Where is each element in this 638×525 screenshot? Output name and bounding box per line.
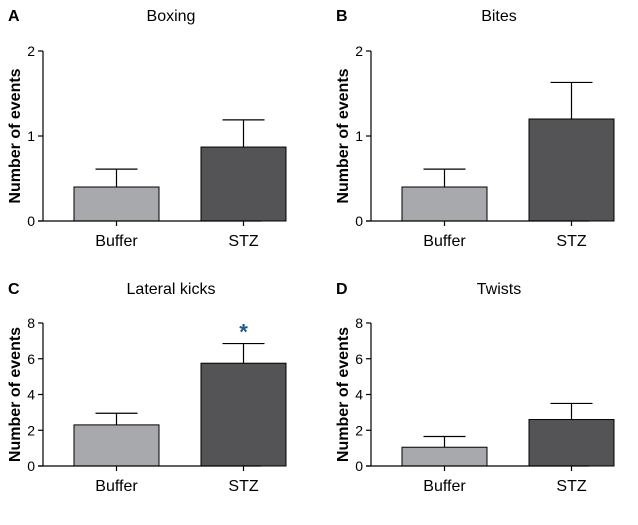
y-tick-label: 0 <box>355 213 363 229</box>
x-tick-label: Buffer <box>95 233 138 250</box>
y-tick-label: 2 <box>27 422 35 438</box>
bar-buffer <box>73 186 160 222</box>
chart-title: Lateral kicks <box>127 281 216 298</box>
y-tick-label: 4 <box>27 387 35 403</box>
y-axis-label: Number of events <box>7 68 24 203</box>
bar-buffer <box>401 446 488 467</box>
x-tick-label: STZ <box>228 478 258 495</box>
x-tick-label: STZ <box>556 233 586 250</box>
chart-panel-d: D Twists Number of events Buffer STZ 0 2 4 6 8 <box>335 281 615 495</box>
y-tick-label: 6 <box>27 351 35 367</box>
y-tick-label: 0 <box>355 458 363 474</box>
y-tick-label: 2 <box>355 422 363 438</box>
bar-stz <box>528 419 615 467</box>
y-tick-label: 1 <box>355 128 363 144</box>
bar-buffer <box>401 186 488 222</box>
bar-buffer <box>73 424 160 467</box>
significance-marker: * <box>239 320 248 345</box>
y-tick-label: 2 <box>27 43 35 59</box>
chart-title: Twists <box>477 281 521 298</box>
y-tick-label: 4 <box>355 387 363 403</box>
y-tick-label: 0 <box>27 213 35 229</box>
chart-title: Boxing <box>147 8 196 25</box>
bar-stz <box>528 118 615 222</box>
y-tick-label: 1 <box>27 128 35 144</box>
panel-letter: A <box>8 8 20 25</box>
x-tick-label: Buffer <box>423 233 466 250</box>
chart-panel-b: B Bites Number of events Buffer STZ 0 1 2 <box>335 8 615 250</box>
y-tick-label: 0 <box>27 458 35 474</box>
bar-stz <box>200 362 287 467</box>
bar-stz <box>200 146 287 222</box>
panel-letter: D <box>336 281 348 298</box>
y-axis-label: Number of events <box>335 68 352 203</box>
y-tick-label: 2 <box>355 43 363 59</box>
y-axis-label: Number of events <box>7 327 24 462</box>
y-tick-label: 8 <box>355 315 363 331</box>
chart-title: Bites <box>481 8 517 25</box>
y-tick-label: 8 <box>27 315 35 331</box>
x-tick-label: STZ <box>556 478 586 495</box>
x-tick-label: Buffer <box>423 478 466 495</box>
panel-letter: C <box>8 281 20 298</box>
chart-panel-a: A Boxing Number of events Buffer STZ 0 1 2 <box>7 8 287 250</box>
chart-panel-c: C Lateral kicks Number of events Buffer * STZ… <box>7 281 287 495</box>
y-axis-label: Number of events <box>335 327 352 462</box>
y-tick-label: 6 <box>355 351 363 367</box>
x-tick-label: Buffer <box>95 478 138 495</box>
x-tick-label: STZ <box>228 233 258 250</box>
panel-letter: B <box>336 8 348 25</box>
